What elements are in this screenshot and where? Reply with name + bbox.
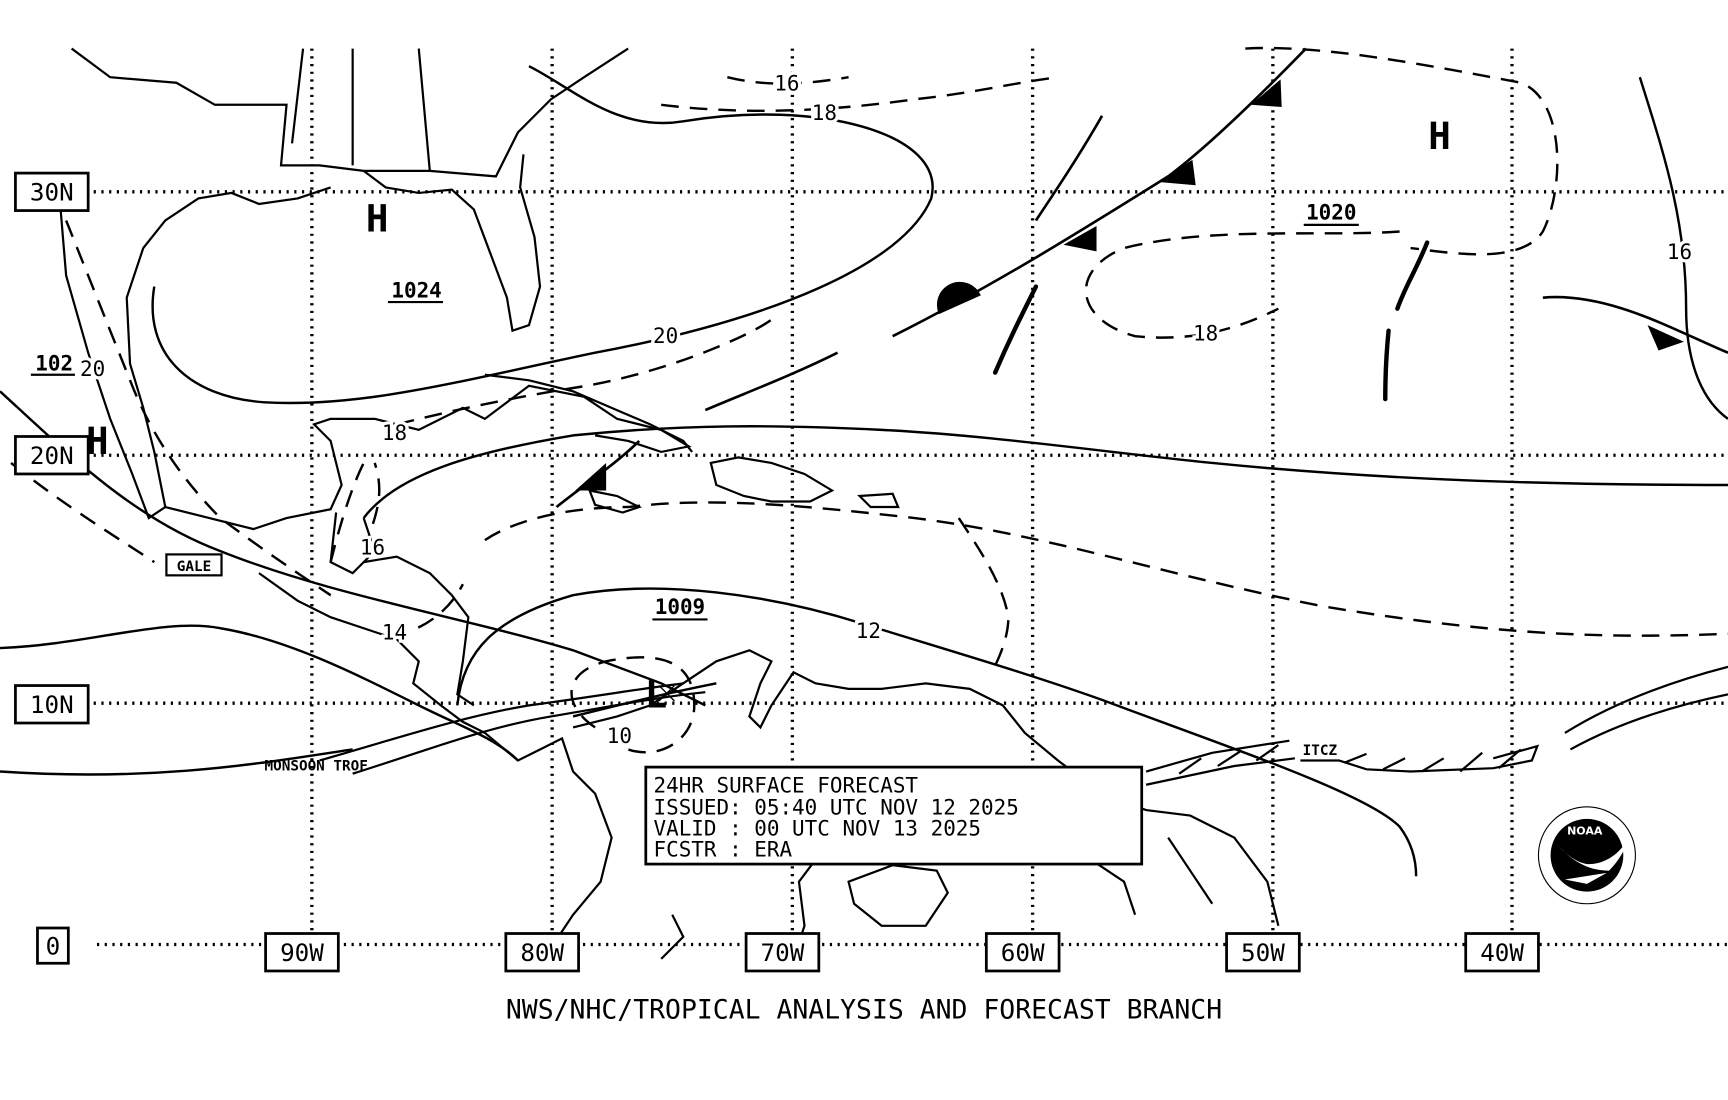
forecast-info-box: 24HR SURFACE FORECAST ISSUED: 05:40 UTC … [644,765,1144,866]
pressure-value-1009: 1009 [655,595,705,619]
isobar-label: 18 [812,101,837,125]
lon-label-50w: 50W [1241,938,1285,967]
itcz-label: ITCZ [1303,743,1338,759]
pressure-value-102: 102 [35,351,73,375]
cold-front-marker [1063,226,1097,252]
isobar-labels: 16 18 20 18 16 14 12 10 16 18 20 [77,68,1696,751]
lat-label-30n: 30N [30,178,74,207]
cold-front-marker [575,462,607,491]
lat-label-20n: 20N [30,441,74,470]
isobar-label: 16 [1667,240,1692,264]
lat-label-10n: 10N [30,690,74,719]
lat-lon-grid [93,48,1728,947]
monsoon-trough-label: MONSOON TROF [264,758,367,774]
issued-time: ISSUED: 05:40 UTC NOV 12 2025 [654,795,1019,819]
itcz-monsoon-trough [319,665,1728,786]
forecaster: FCSTR : ERA [654,837,793,861]
lon-label-40w: 40W [1480,938,1524,967]
isobar-label: 18 [1193,322,1218,346]
warm-front-marker [936,281,981,315]
lon-label-70w: 70W [761,938,805,967]
high-center-mexico: H [86,419,109,463]
isobar-label: 16 [360,535,385,559]
isobar-label: 12 [856,619,881,643]
low-center-colombia: L [645,673,668,717]
longitude-labels: 90W 80W 70W 60W 50W 40W [264,932,1540,973]
pressure-value-1020: 1020 [1306,200,1356,224]
noaa-logo-text: NOAA [1567,824,1603,837]
isobar-label: 20 [80,357,105,381]
lat-label-0: 0 [46,931,61,960]
noaa-logo: NOAA [1537,806,1636,905]
isobar-label: 10 [607,724,632,748]
isobar-label: 20 [653,324,678,348]
gale-warning-label: GALE [177,559,211,575]
cold-front-marker [1647,325,1684,351]
isobar-label: 18 [382,421,407,445]
pressure-centers: H 1024 H 1020 H 102 L 1009 [30,114,1451,717]
cold-front-marker [1250,79,1282,107]
isobars [0,46,1728,877]
coastlines [59,47,1280,960]
isobar-label: 14 [382,620,407,644]
footer-attribution: NWS/NHC/TROPICAL ANALYSIS AND FORECAST B… [506,994,1222,1025]
latitude-labels: 30N 20N 10N 0 [14,171,90,965]
cold-front-marker [1157,159,1196,186]
lon-label-80w: 80W [520,938,564,967]
high-center-atlantic: H [1428,114,1451,158]
lon-label-90w: 90W [280,938,324,967]
pressure-value-1024: 1024 [391,279,441,303]
fronts [555,47,1728,509]
isobar-label: 16 [774,71,799,95]
valid-time: VALID : 00 UTC NOV 13 2025 [654,816,982,840]
forecast-title: 24HR SURFACE FORECAST [654,773,919,797]
lon-label-60w: 60W [1001,938,1045,967]
high-center-gulf: H [366,197,389,241]
